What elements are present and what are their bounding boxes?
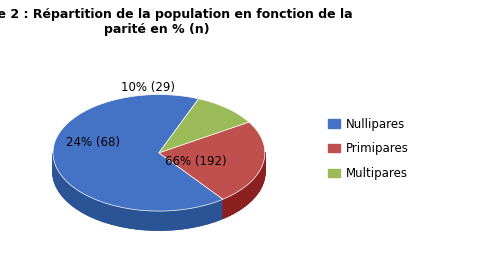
Text: 24% (68): 24% (68) (66, 136, 120, 149)
Polygon shape (243, 187, 244, 207)
Polygon shape (62, 177, 67, 201)
Text: 10% (29): 10% (29) (121, 81, 175, 93)
Polygon shape (159, 122, 264, 199)
Polygon shape (232, 193, 234, 214)
Polygon shape (128, 209, 137, 229)
Polygon shape (261, 166, 262, 187)
Polygon shape (159, 141, 264, 218)
Polygon shape (55, 163, 57, 187)
Polygon shape (159, 99, 248, 153)
Polygon shape (67, 182, 71, 205)
Polygon shape (173, 210, 182, 229)
Text: 66% (192): 66% (192) (165, 155, 226, 168)
Polygon shape (253, 178, 254, 198)
Polygon shape (77, 190, 83, 212)
Polygon shape (258, 171, 259, 192)
Polygon shape (244, 185, 246, 206)
Polygon shape (207, 202, 215, 224)
Polygon shape (59, 172, 62, 196)
Polygon shape (57, 168, 59, 192)
Polygon shape (191, 207, 199, 227)
Polygon shape (259, 169, 260, 190)
Polygon shape (89, 197, 97, 219)
Text: Figure 2 : Répartition de la population en fonction de la
parité en % (n): Figure 2 : Répartition de la population … (0, 8, 351, 36)
Polygon shape (254, 176, 256, 197)
Polygon shape (137, 210, 146, 230)
Polygon shape (260, 168, 261, 189)
Polygon shape (237, 191, 239, 211)
Polygon shape (227, 196, 230, 216)
Polygon shape (155, 211, 164, 230)
Polygon shape (164, 211, 173, 230)
Polygon shape (120, 207, 128, 228)
Polygon shape (53, 114, 223, 230)
Polygon shape (256, 174, 257, 195)
Polygon shape (257, 173, 258, 193)
Polygon shape (71, 186, 77, 209)
Polygon shape (53, 158, 55, 182)
Polygon shape (225, 197, 227, 217)
Polygon shape (262, 163, 263, 183)
Polygon shape (241, 188, 243, 208)
Polygon shape (104, 203, 112, 224)
Polygon shape (223, 198, 225, 218)
Polygon shape (97, 200, 104, 222)
Legend: Nullipares, Primipares, Multipares: Nullipares, Primipares, Multipares (323, 113, 413, 185)
Polygon shape (234, 192, 237, 212)
Polygon shape (112, 205, 120, 226)
Polygon shape (83, 193, 89, 216)
Polygon shape (246, 184, 248, 204)
Polygon shape (182, 208, 191, 229)
Polygon shape (215, 199, 223, 221)
Polygon shape (199, 205, 207, 226)
Polygon shape (53, 95, 223, 211)
Polygon shape (250, 181, 251, 201)
Polygon shape (239, 190, 241, 210)
Polygon shape (230, 195, 232, 215)
Polygon shape (146, 211, 155, 230)
Polygon shape (159, 118, 248, 172)
Polygon shape (251, 179, 253, 200)
Polygon shape (248, 182, 250, 203)
